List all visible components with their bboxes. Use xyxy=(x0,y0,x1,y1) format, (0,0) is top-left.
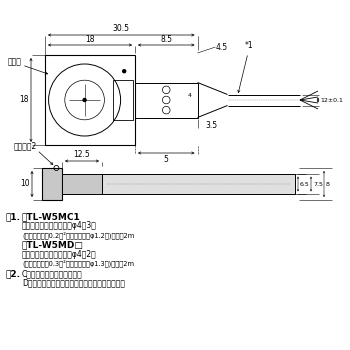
Text: (導体断面積：0.2㎜²、絶縁体径：φ1.2㎜)　標準2m: (導体断面積：0.2㎜²、絶縁体径：φ1.2㎜) 標準2m xyxy=(22,231,134,239)
Text: 検出面: 検出面 xyxy=(8,57,22,66)
Text: 4.5: 4.5 xyxy=(216,42,228,51)
Circle shape xyxy=(123,70,126,73)
Text: ＊2.: ＊2. xyxy=(5,269,20,278)
Text: Cタイプ：検出表示灯（赤）: Cタイプ：検出表示灯（赤） xyxy=(22,269,83,278)
Bar xyxy=(42,168,62,200)
Bar xyxy=(62,174,102,194)
Bar xyxy=(112,80,133,120)
Text: 3.5: 3.5 xyxy=(205,121,218,130)
Text: 4: 4 xyxy=(188,93,191,98)
Text: 12±0.1: 12±0.1 xyxy=(320,98,343,103)
Text: 10: 10 xyxy=(20,180,30,189)
Text: 18: 18 xyxy=(20,96,29,105)
Bar xyxy=(102,174,295,194)
Text: ビニル絶縁丸形コード　φ4、3芯: ビニル絶縁丸形コード φ4、3芯 xyxy=(22,222,97,231)
Text: 表示灯＊2: 表示灯＊2 xyxy=(14,141,37,150)
Text: 形TL-W5MC1: 形TL-W5MC1 xyxy=(22,212,81,221)
Text: 7.5: 7.5 xyxy=(313,182,323,187)
Text: 12.5: 12.5 xyxy=(74,150,90,159)
Text: 8: 8 xyxy=(326,182,330,187)
Text: Dタイプ：動作表示灯（赤）、設定表示灯（緑）: Dタイプ：動作表示灯（赤）、設定表示灯（緑） xyxy=(22,279,125,287)
Text: ビニル絶縁丸形コード　φ4、2芯: ビニル絶縁丸形コード φ4、2芯 xyxy=(22,250,97,259)
Bar xyxy=(135,83,197,118)
Text: (導体断面積：0.3㎜²、絶縁体径：φ1.3㎜)　標準2m: (導体断面積：0.3㎜²、絶縁体径：φ1.3㎜) 標準2m xyxy=(22,259,134,267)
Circle shape xyxy=(83,98,86,101)
Text: 5: 5 xyxy=(164,155,169,164)
Text: 18: 18 xyxy=(85,35,95,44)
Text: 30.5: 30.5 xyxy=(113,24,130,33)
Text: 8.5: 8.5 xyxy=(160,35,172,44)
Text: *1: *1 xyxy=(245,41,254,50)
Text: 形TL-W5MD□: 形TL-W5MD□ xyxy=(22,240,84,250)
Text: 6.5: 6.5 xyxy=(300,182,310,187)
Bar xyxy=(45,55,135,145)
Text: ＊1.: ＊1. xyxy=(5,212,20,221)
